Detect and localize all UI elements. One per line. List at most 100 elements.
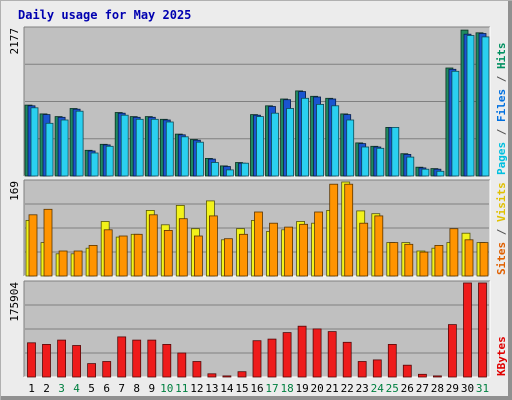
bar-sites-day-7 — [118, 235, 128, 277]
x-tick-label: 19 — [295, 382, 308, 395]
bar-pages-day-27 — [421, 168, 430, 177]
x-tick-label: 20 — [310, 382, 323, 395]
bar-kbytes-day-18 — [282, 332, 292, 378]
x-tick-label: 22 — [341, 382, 354, 395]
bar-sites-day-28 — [434, 244, 444, 277]
bar-pages-day-19 — [301, 97, 310, 177]
bar-pages-day-17 — [271, 112, 279, 177]
bar-sites-day-8 — [133, 233, 143, 277]
y-axis-max-label: 169 — [8, 181, 21, 201]
x-tick-label: 14 — [220, 382, 234, 395]
x-tick-label: 10 — [160, 382, 173, 395]
legend-entry: / — [495, 222, 508, 242]
panel-legend: Sites / Visits — [495, 182, 508, 275]
bar-sites-day-26 — [404, 243, 414, 277]
bar-kbytes-day-2 — [42, 343, 51, 378]
bar-kbytes-day-27 — [417, 373, 427, 378]
x-tick-label: 24 — [371, 382, 385, 395]
bar-pages-day-8 — [135, 118, 144, 177]
series-sites — [28, 183, 489, 277]
bar-kbytes-day-16 — [252, 340, 262, 378]
x-tick-label: 28 — [431, 382, 444, 395]
bar-kbytes-day-11 — [177, 352, 187, 378]
bar-pages-day-12 — [195, 141, 204, 177]
x-tick-label: 11 — [175, 382, 188, 395]
x-tick-label: 7 — [118, 382, 125, 395]
x-tick-label: 6 — [103, 382, 110, 395]
bar-sites-day-17 — [269, 222, 278, 277]
x-tick-label: 2 — [43, 382, 50, 395]
bar-sites-day-11 — [178, 218, 188, 277]
frame-shadow-right — [508, 1, 512, 400]
panel-kbytes: 175904 KBytes — [8, 280, 508, 378]
bar-pages-day-2 — [45, 122, 54, 177]
bar-kbytes-day-21 — [327, 331, 337, 378]
bar-kbytes-day-25 — [387, 343, 397, 378]
bar-kbytes-day-5 — [87, 363, 96, 378]
bar-sites-day-4 — [73, 250, 83, 277]
x-tick-label: 18 — [280, 382, 293, 395]
x-tick-label: 8 — [133, 382, 140, 395]
x-tick-label: 31 — [476, 382, 489, 395]
legend-entry: / — [495, 69, 508, 89]
bar-pages-day-18 — [286, 108, 295, 177]
bar-sites-day-13 — [208, 215, 218, 277]
bar-pages-day-23 — [361, 146, 370, 177]
panel-visits-sites: 169 Sites / Visits — [8, 179, 508, 277]
bar-pages-day-28 — [436, 170, 445, 177]
legend-entry: Pages — [495, 142, 508, 175]
bar-pages-day-21 — [331, 105, 340, 177]
legend-entry: Files — [495, 89, 508, 122]
bar-sites-day-23 — [359, 222, 369, 277]
bar-sites-day-20 — [314, 211, 324, 277]
bar-kbytes-day-29 — [447, 324, 457, 378]
bar-sites-day-25 — [389, 242, 399, 277]
bar-pages-day-13 — [210, 162, 219, 177]
y-axis-max-label: 175904 — [8, 282, 21, 322]
bar-sites-day-19 — [299, 223, 309, 277]
bar-pages-day-31 — [481, 36, 490, 177]
panel-legend: KBytes — [495, 336, 508, 376]
bar-sites-day-10 — [163, 229, 173, 277]
bar-kbytes-day-28 — [432, 375, 442, 378]
bar-pages-day-16 — [256, 116, 264, 177]
bar-kbytes-day-8 — [132, 339, 142, 378]
bar-pages-day-15 — [241, 162, 249, 177]
bar-kbytes-day-24 — [372, 359, 382, 378]
bar-kbytes-day-13 — [207, 373, 217, 378]
bar-pages-day-24 — [376, 147, 385, 177]
bar-pages-day-1 — [30, 107, 39, 177]
bar-sites-day-30 — [464, 239, 474, 277]
bar-sites-day-14 — [223, 238, 233, 277]
panel-hits-files-pages: 2177 Pages / Files / Hits — [8, 26, 508, 177]
bar-pages-day-26 — [406, 156, 415, 177]
x-tick-label: 17 — [265, 382, 278, 395]
legend-entry: / — [495, 122, 508, 142]
bar-kbytes-day-10 — [162, 343, 172, 378]
bar-sites-day-21 — [329, 183, 339, 277]
bar-sites-day-16 — [254, 211, 263, 277]
x-tick-label: 30 — [461, 382, 474, 395]
bar-kbytes-day-3 — [57, 339, 66, 378]
bar-pages-day-11 — [180, 136, 189, 177]
chart-title: Daily usage for May 2025 — [18, 8, 191, 22]
x-tick-label: 27 — [416, 382, 429, 395]
bar-pages-day-14 — [225, 169, 234, 177]
y-axis-max-label: 2177 — [8, 28, 21, 55]
bar-sites-day-5 — [88, 244, 98, 277]
x-tick-label: 3 — [58, 382, 65, 395]
bar-pages-day-4 — [75, 110, 84, 177]
x-tick-label: 1 — [28, 382, 35, 395]
x-axis-tick-labels: 1 2 3 4 5 6 7 8 9 10 11 12 13 14 15 16 17 18 19 20 21 22 23 24 2… — [28, 382, 489, 395]
bar-kbytes-day-19 — [297, 325, 307, 378]
bar-sites-day-12 — [193, 235, 203, 277]
bar-kbytes-day-20 — [312, 328, 322, 378]
bar-kbytes-day-14 — [222, 375, 232, 378]
bar-pages-day-9 — [150, 118, 159, 177]
bar-sites-day-31 — [479, 242, 489, 277]
bar-pages-day-7 — [120, 114, 129, 177]
series-pages — [30, 35, 490, 177]
bar-sites-day-6 — [103, 229, 113, 277]
x-tick-label: 16 — [250, 382, 263, 395]
